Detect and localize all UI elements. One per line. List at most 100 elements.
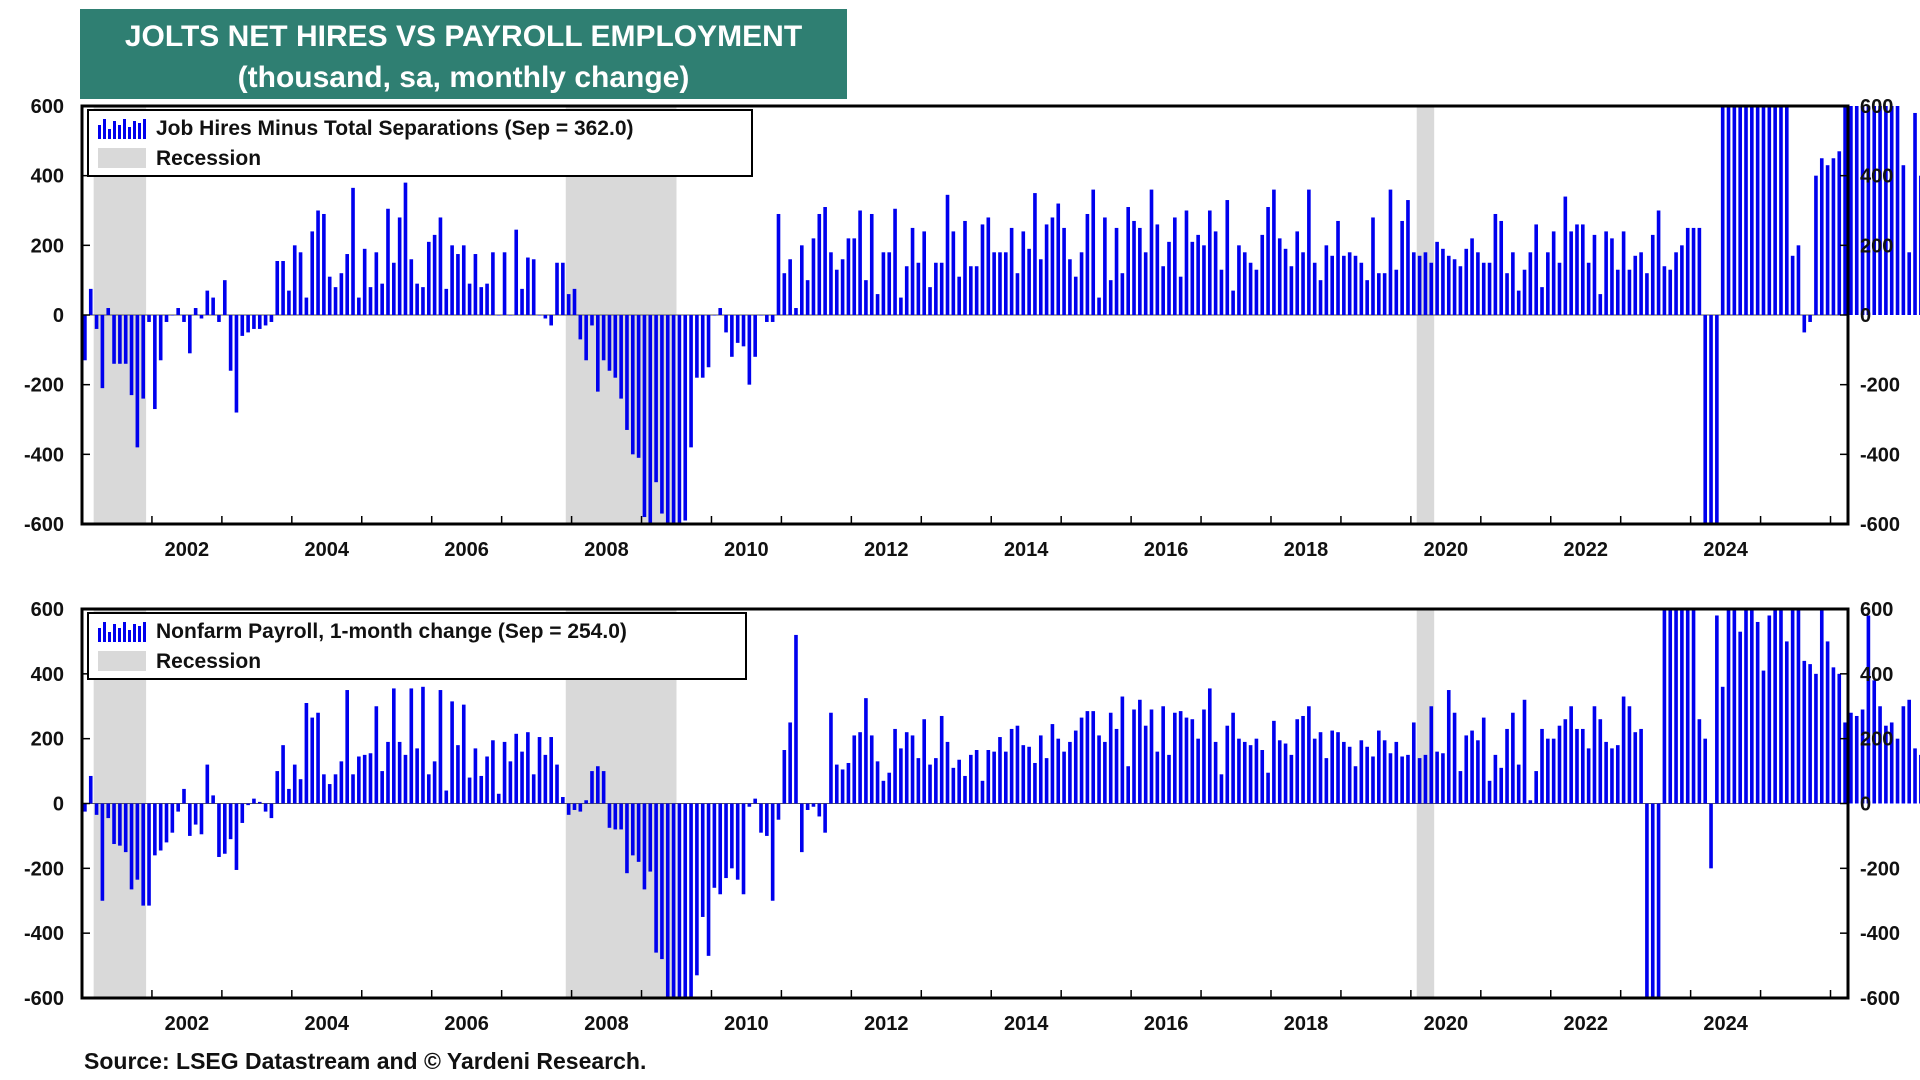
bar — [1685, 609, 1690, 804]
bar — [1470, 730, 1474, 804]
bar — [1598, 719, 1603, 804]
bar — [1365, 746, 1369, 804]
bar — [1213, 741, 1218, 804]
x-tick-label: 2008 — [584, 1013, 629, 1035]
bar — [1103, 741, 1107, 804]
bar — [910, 735, 915, 804]
bar — [1446, 255, 1451, 315]
bar — [1691, 609, 1696, 804]
x-tick-label: 2014 — [1004, 1013, 1049, 1035]
bar — [1668, 269, 1673, 315]
bar — [677, 803, 682, 998]
bar — [473, 254, 478, 315]
bar — [1242, 741, 1247, 804]
bar — [630, 803, 635, 856]
bar — [1802, 315, 1807, 333]
bar — [1167, 241, 1171, 315]
bar — [1155, 751, 1160, 804]
legend-swatch-bar — [138, 626, 141, 642]
bar — [1907, 699, 1912, 804]
bar — [415, 283, 419, 315]
bar — [1254, 738, 1259, 804]
bar — [899, 748, 903, 804]
bar — [1138, 699, 1142, 804]
bar — [508, 315, 513, 316]
legend-swatch-bar — [113, 121, 116, 139]
bar — [928, 764, 932, 804]
bar — [1318, 280, 1323, 315]
bar — [1481, 262, 1486, 315]
bar — [147, 803, 151, 906]
bar — [1411, 722, 1416, 804]
bar — [1435, 751, 1439, 804]
bar — [887, 252, 892, 315]
bar — [123, 315, 128, 364]
bar — [322, 774, 326, 804]
bar — [362, 754, 367, 804]
bar — [980, 224, 985, 315]
legend-series-label: Job Hires Minus Total Separations (Sep =… — [156, 117, 634, 140]
y-tick-label-left: -200 — [24, 858, 64, 880]
bar — [584, 800, 588, 804]
bar — [1849, 106, 1853, 315]
bar — [700, 315, 705, 378]
bar — [1038, 735, 1043, 804]
legend-swatch-bar — [108, 632, 111, 642]
bar — [1429, 706, 1434, 804]
bar — [1884, 725, 1888, 804]
bar — [1377, 730, 1381, 804]
bar — [1674, 609, 1678, 804]
legend-swatch-bar — [123, 119, 126, 139]
bar — [1744, 106, 1748, 315]
bar — [1312, 738, 1317, 804]
bar — [1528, 800, 1533, 804]
bar — [1610, 748, 1614, 804]
legend-swatch-bar — [118, 628, 121, 642]
bar — [782, 750, 787, 804]
bar — [1277, 740, 1282, 804]
y-tick-label-right: 200 — [1860, 235, 1893, 257]
bar — [1120, 273, 1125, 315]
bar — [730, 803, 734, 869]
bar — [1895, 738, 1900, 804]
bar — [1167, 754, 1171, 804]
bar — [1878, 106, 1882, 315]
bar — [1610, 238, 1614, 315]
bar — [193, 803, 198, 825]
bar — [1207, 688, 1212, 804]
bar — [1790, 255, 1795, 315]
bar — [549, 315, 553, 326]
x-tick-label: 2022 — [1563, 1013, 1608, 1035]
bar — [1283, 743, 1288, 804]
bar — [665, 315, 670, 524]
bar — [1207, 210, 1212, 315]
bar — [735, 315, 740, 343]
bar — [934, 262, 938, 315]
bar — [555, 764, 559, 804]
bar — [1003, 751, 1008, 804]
bar — [1691, 227, 1696, 315]
bar — [1720, 106, 1725, 315]
bar — [922, 719, 927, 804]
bar — [193, 308, 198, 315]
bar — [1441, 248, 1445, 315]
bar — [1003, 252, 1008, 315]
bar — [217, 803, 221, 857]
bar — [1103, 217, 1107, 315]
bar — [1656, 803, 1661, 998]
bar — [1126, 766, 1131, 804]
bar — [1913, 748, 1917, 804]
bar — [712, 315, 717, 316]
bar — [1068, 259, 1072, 315]
bar — [1709, 803, 1713, 869]
bar — [1202, 245, 1206, 315]
bar — [1499, 220, 1504, 315]
bar — [397, 217, 402, 315]
bar — [1464, 248, 1469, 315]
bar — [409, 259, 414, 315]
bar — [1266, 207, 1270, 315]
bar — [1260, 750, 1265, 804]
bar — [1901, 165, 1906, 315]
bar — [147, 315, 151, 322]
y-tick-label-right: -400 — [1860, 444, 1900, 466]
